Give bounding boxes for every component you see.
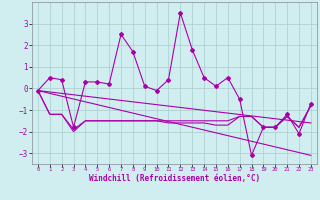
X-axis label: Windchill (Refroidissement éolien,°C): Windchill (Refroidissement éolien,°C) (89, 174, 260, 183)
